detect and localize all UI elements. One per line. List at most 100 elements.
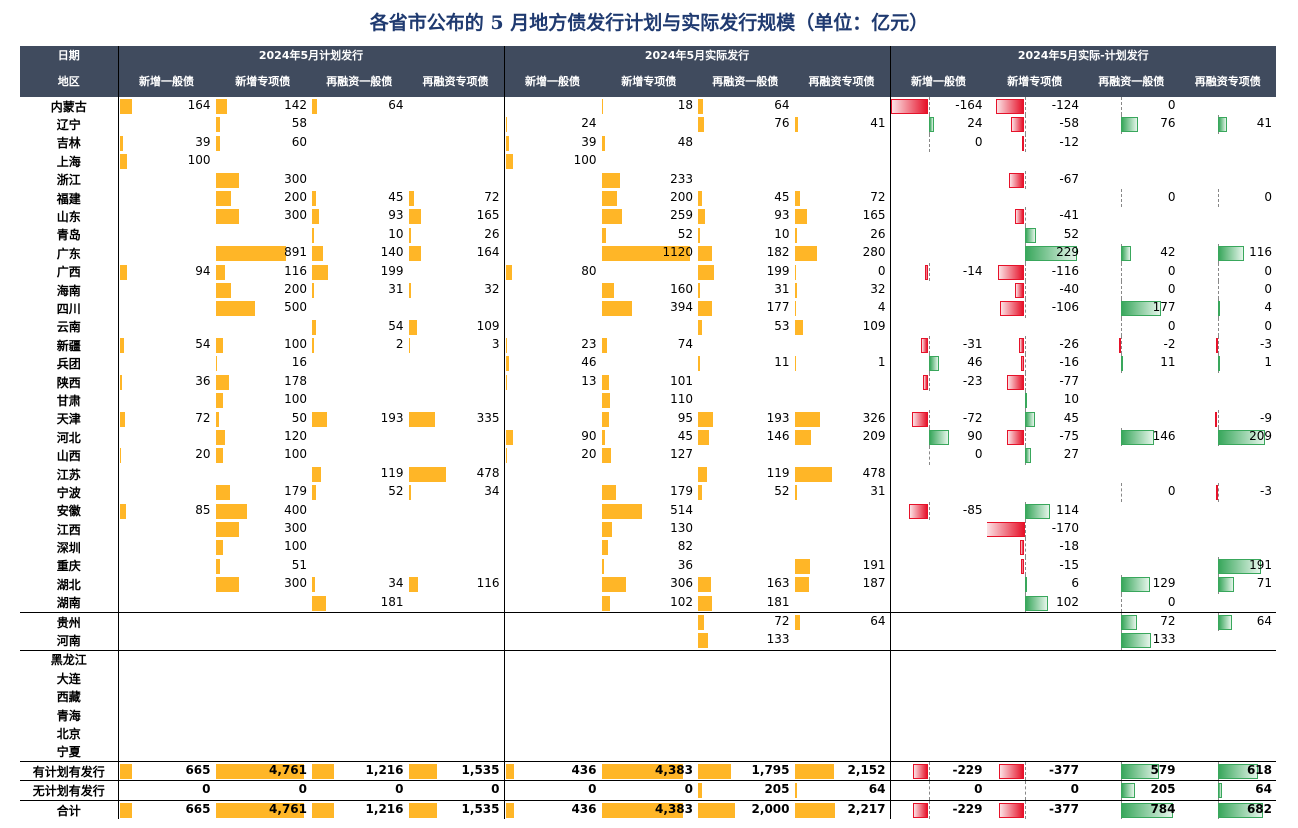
diff-text: -124 — [1051, 98, 1079, 112]
value-cell — [503, 705, 601, 725]
date-label: 日期 — [20, 46, 118, 64]
value-bar — [698, 633, 709, 649]
value-text: 34 — [484, 484, 500, 499]
value-bar — [505, 430, 513, 446]
region-name: 宁波 — [56, 485, 81, 500]
summary-bar — [794, 764, 835, 780]
diff-cell — [889, 538, 987, 557]
value-cell — [794, 336, 891, 354]
value-cell: 193 — [697, 410, 794, 428]
summary-value: 205 — [764, 782, 790, 797]
value-text: 478 — [476, 465, 500, 480]
diff-cell: 209 — [1180, 428, 1277, 447]
summary-cell: 436 — [503, 799, 601, 820]
diff-text: 76 — [1160, 116, 1176, 131]
region-name: 兵团 — [56, 357, 81, 372]
value-text: 100 — [284, 392, 307, 407]
table-row: 海南 200 31 32 160 31 32 -40 0 0 — [20, 280, 1276, 300]
value-cell — [408, 688, 505, 706]
value-text: 199 — [766, 263, 790, 278]
value-cell: 130 — [601, 520, 698, 538]
diff-cell — [1180, 465, 1277, 483]
summary-value: 665 — [185, 763, 211, 778]
value-text: 164 — [187, 98, 211, 112]
value-bar — [312, 246, 323, 262]
diff-text: -75 — [1059, 429, 1079, 444]
group-header-1: 2024年5月实际发行 — [503, 46, 890, 64]
value-cell: 82 — [601, 538, 698, 556]
summary-cell: 4,383 — [600, 799, 697, 820]
summary-value: -377 — [1048, 763, 1079, 778]
diff-cell — [889, 317, 987, 337]
value-cell — [794, 688, 891, 706]
table-row: 河北 120 90 45 146 209 90 -75 146 209 — [20, 428, 1277, 447]
value-text: 94 — [195, 263, 211, 278]
value-cell — [600, 611, 697, 632]
value-bar — [698, 264, 714, 280]
value-text: 181 — [380, 594, 404, 609]
value-cell: 146 — [697, 428, 794, 446]
value-text: 82 — [677, 539, 693, 554]
value-cell: 200 — [215, 189, 312, 207]
diff-cell — [987, 706, 1084, 724]
value-bar — [601, 99, 603, 114]
diff-bar — [1024, 595, 1048, 611]
value-cell: 48 — [601, 134, 698, 152]
value-cell — [503, 631, 601, 651]
value-text: 300 — [284, 576, 307, 591]
column-header: 新增专项债 — [986, 64, 1083, 97]
diff-bar — [1024, 246, 1077, 262]
diff-text: 41 — [1256, 116, 1272, 131]
diff-cell: -116 — [987, 262, 1084, 281]
value-text: 31 — [388, 281, 404, 296]
diff-cell — [1180, 706, 1277, 724]
value-cell — [117, 188, 215, 208]
value-cell — [311, 428, 408, 446]
diff-cell — [889, 188, 987, 208]
diff-bar — [1024, 393, 1027, 409]
summary-value: 0 — [395, 782, 404, 797]
summary-value: -229 — [952, 763, 983, 778]
value-bar — [794, 485, 797, 501]
value-cell — [503, 170, 601, 189]
value-cell: 200 — [601, 189, 698, 207]
diff-cell — [1083, 706, 1180, 724]
region-name: 甘肃 — [56, 393, 81, 408]
region-name: 内蒙古 — [50, 99, 87, 114]
table-row: 江苏 119 478 119 478 — [20, 464, 1277, 484]
value-bar — [215, 448, 224, 464]
value-cell: 64 — [311, 97, 408, 115]
summary-value: 1,795 — [751, 763, 790, 778]
diff-text: 0 — [1167, 263, 1176, 278]
value-text: 891 — [284, 245, 307, 260]
value-text: 193 — [380, 410, 404, 425]
value-cell: 119 — [311, 465, 408, 483]
value-text: 200 — [284, 281, 307, 296]
value-bar — [312, 227, 314, 243]
value-text: 10 — [388, 226, 404, 241]
diff-text: -18 — [1059, 539, 1079, 554]
summary-bar — [698, 783, 702, 799]
diff-bar — [1121, 117, 1139, 133]
diff-cell: 0 — [1083, 97, 1180, 116]
value-cell: 182 — [697, 244, 794, 262]
region-label: 地区 — [20, 64, 118, 97]
summary-value: 4,383 — [655, 801, 693, 816]
summary-bar — [408, 802, 437, 818]
diff-cell — [986, 649, 1083, 670]
value-cell — [697, 724, 794, 742]
value-bar — [119, 448, 122, 464]
value-cell — [503, 593, 601, 613]
diff-text: 0 — [974, 447, 983, 462]
value-cell: 93 — [311, 207, 408, 225]
column-header: 再融资专项债 — [793, 64, 890, 97]
diff-cell — [889, 519, 987, 539]
value-cell — [503, 724, 601, 743]
region-name: 吉林 — [56, 136, 81, 151]
diff-cell: -106 — [987, 299, 1084, 318]
summary-diff-bar — [1217, 802, 1263, 818]
value-cell — [408, 354, 505, 372]
diff-text: 114 — [1056, 502, 1079, 517]
value-cell — [794, 743, 891, 762]
value-cell: 300 — [215, 207, 312, 225]
